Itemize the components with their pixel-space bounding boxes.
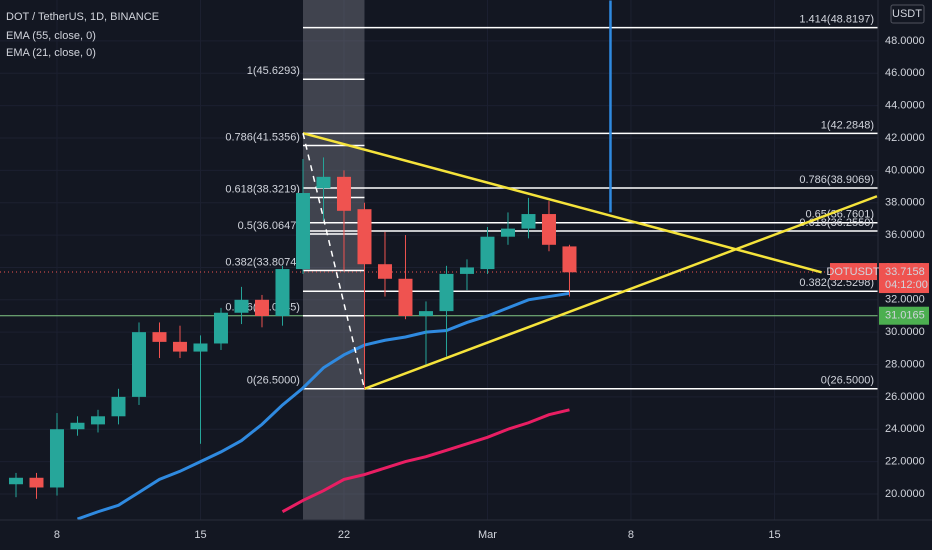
currency[interactable]: USDT: [892, 8, 922, 20]
candle-body: [172, 341, 187, 352]
candle-body: [111, 396, 126, 417]
candle-body: [275, 269, 290, 316]
support-label: 31.0165: [885, 310, 925, 322]
y-tick-label: 20.0000: [885, 488, 925, 500]
candle-body: [193, 343, 208, 352]
y-tick-label: 22.0000: [885, 455, 925, 467]
candle-body: [439, 273, 454, 312]
x-tick-label: 22: [338, 529, 350, 541]
y-tick-label: 44.0000: [885, 100, 925, 112]
candle-body: [213, 312, 228, 344]
y-tick-label: 46.0000: [885, 67, 925, 79]
candle-body: [90, 416, 105, 425]
candle-body: [316, 176, 331, 189]
fib-label: 1(42.2848): [821, 119, 874, 131]
plot-area: 1.414(48.8197) 1(42.2848) 0.786(38.9069) 0.…: [0, 0, 878, 520]
candle-body: [49, 429, 64, 488]
x-tick-label: 8: [628, 529, 634, 541]
candle-body: [500, 228, 515, 237]
candle-body: [377, 264, 392, 279]
candle-body: [336, 176, 351, 211]
y-tick-label: 32.0000: [885, 294, 925, 306]
indicator-label: EMA (55, close, 0): [6, 30, 96, 42]
candle-body: [521, 214, 536, 229]
ema-line: [76, 291, 570, 520]
currency-box[interactable]: [890, 4, 925, 24]
y-tick-label: 42.0000: [885, 132, 925, 144]
last-price-label: 33.7158: [885, 266, 925, 278]
fib-label: 0.786(41.5356): [225, 131, 300, 143]
fib-label: 0.786(38.9069): [799, 174, 874, 186]
y-tick-label: 48.0000: [885, 35, 925, 47]
price-tag: [879, 263, 929, 294]
candle-body: [541, 214, 556, 245]
symbol-label: DOTUSDT: [826, 266, 879, 278]
candle-body: [254, 299, 269, 316]
candle-body: [131, 332, 146, 397]
y-tick-label: 36.0000: [885, 229, 925, 241]
y-tick-label: 26.0000: [885, 391, 925, 403]
ema-line: [281, 408, 570, 514]
y-tick-label: 24.0000: [885, 423, 925, 435]
candle-body: [70, 422, 85, 430]
indicator-label: EMA (21, close, 0): [6, 47, 96, 59]
candle-body: [398, 278, 413, 316]
fib-label: 0.618(38.3219): [225, 183, 300, 195]
candle-body: [234, 299, 249, 313]
y-tick-label: 28.0000: [885, 358, 925, 370]
candle-body: [480, 236, 495, 270]
countdown: 04:12:00: [885, 279, 928, 291]
fib-label: 0.618(36.2550): [799, 217, 874, 229]
candle-body: [562, 246, 577, 273]
candle-body: [8, 477, 23, 485]
candle-body: [29, 477, 44, 488]
fib-label: 0.5(36.0647): [238, 220, 300, 232]
fib-label: 1.414(48.8197): [799, 14, 874, 26]
y-tick-label: 40.0000: [885, 164, 925, 176]
y-tick-label: 38.0000: [885, 197, 925, 209]
fib-label: 0(26.5000): [247, 375, 300, 387]
candle-body: [295, 193, 310, 270]
x-tick-label: 8: [54, 529, 60, 541]
x-tick-label: 15: [768, 529, 780, 541]
x-tick-label: Mar: [478, 529, 497, 541]
y-tick-label: 30.0000: [885, 326, 925, 338]
candle-body: [459, 267, 474, 274]
shaded-range: [302, 0, 365, 520]
fib-label: 0.382(33.8074): [225, 256, 300, 268]
candle-body: [152, 332, 167, 342]
x-tick-label: 15: [194, 529, 206, 541]
fib-label: 0.382(32.5298): [799, 277, 874, 289]
candle-body: [357, 209, 372, 265]
symbol-tag: [830, 263, 877, 281]
fib-label: 1(45.6293): [247, 65, 300, 77]
chart-title: DOT / TetherUS, 1D, BINANCE: [6, 11, 159, 23]
trendline: [364, 195, 878, 390]
support-tag: [879, 306, 929, 325]
candle-body: [418, 311, 433, 316]
fib-label: 0(26.5000): [821, 375, 874, 387]
